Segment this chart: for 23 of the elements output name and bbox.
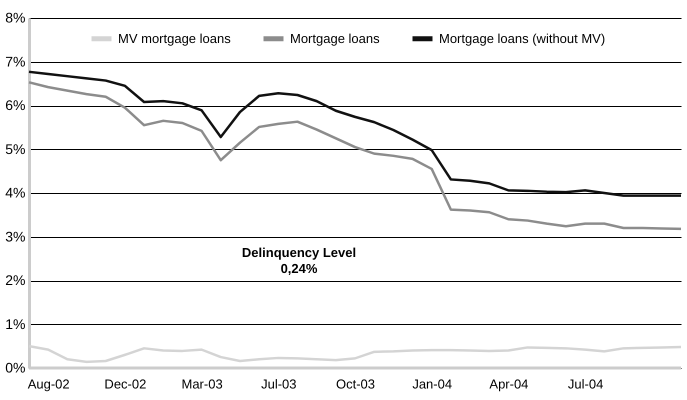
x-tick-label: Apr-04 <box>489 376 528 392</box>
x-tick-label: Dec-02 <box>104 376 146 392</box>
y-tick-label: 4% <box>5 184 26 200</box>
y-tick-label: 5% <box>5 140 26 157</box>
x-tick-label: Jul-04 <box>568 376 604 392</box>
y-tick-label: 3% <box>5 228 26 244</box>
y-tick-label: 1% <box>5 316 26 332</box>
annotation: Delinquency Level 0,24% <box>242 245 356 276</box>
y-tick-label: 2% <box>5 272 26 288</box>
legend-label: Mortgage loans (without MV) <box>439 30 606 46</box>
y-tick-label: 8% <box>5 10 26 26</box>
x-tick-label: Jan-04 <box>412 376 452 392</box>
x-tick-label: Oct-03 <box>336 376 376 392</box>
y-tick-label: 6% <box>5 97 26 113</box>
legend-label: MV mortgage loans <box>118 30 232 46</box>
line-series <box>28 70 682 197</box>
x-tick-label: Mar-03 <box>181 376 223 392</box>
x-tick-label: Jul-03 <box>261 376 297 392</box>
line-series <box>28 81 682 230</box>
y-tick-label: 7% <box>5 53 26 70</box>
legend-label: Mortgage loans <box>290 30 380 46</box>
x-tick-label: Aug-02 <box>28 376 70 392</box>
y-tick-label: 0% <box>5 360 26 376</box>
